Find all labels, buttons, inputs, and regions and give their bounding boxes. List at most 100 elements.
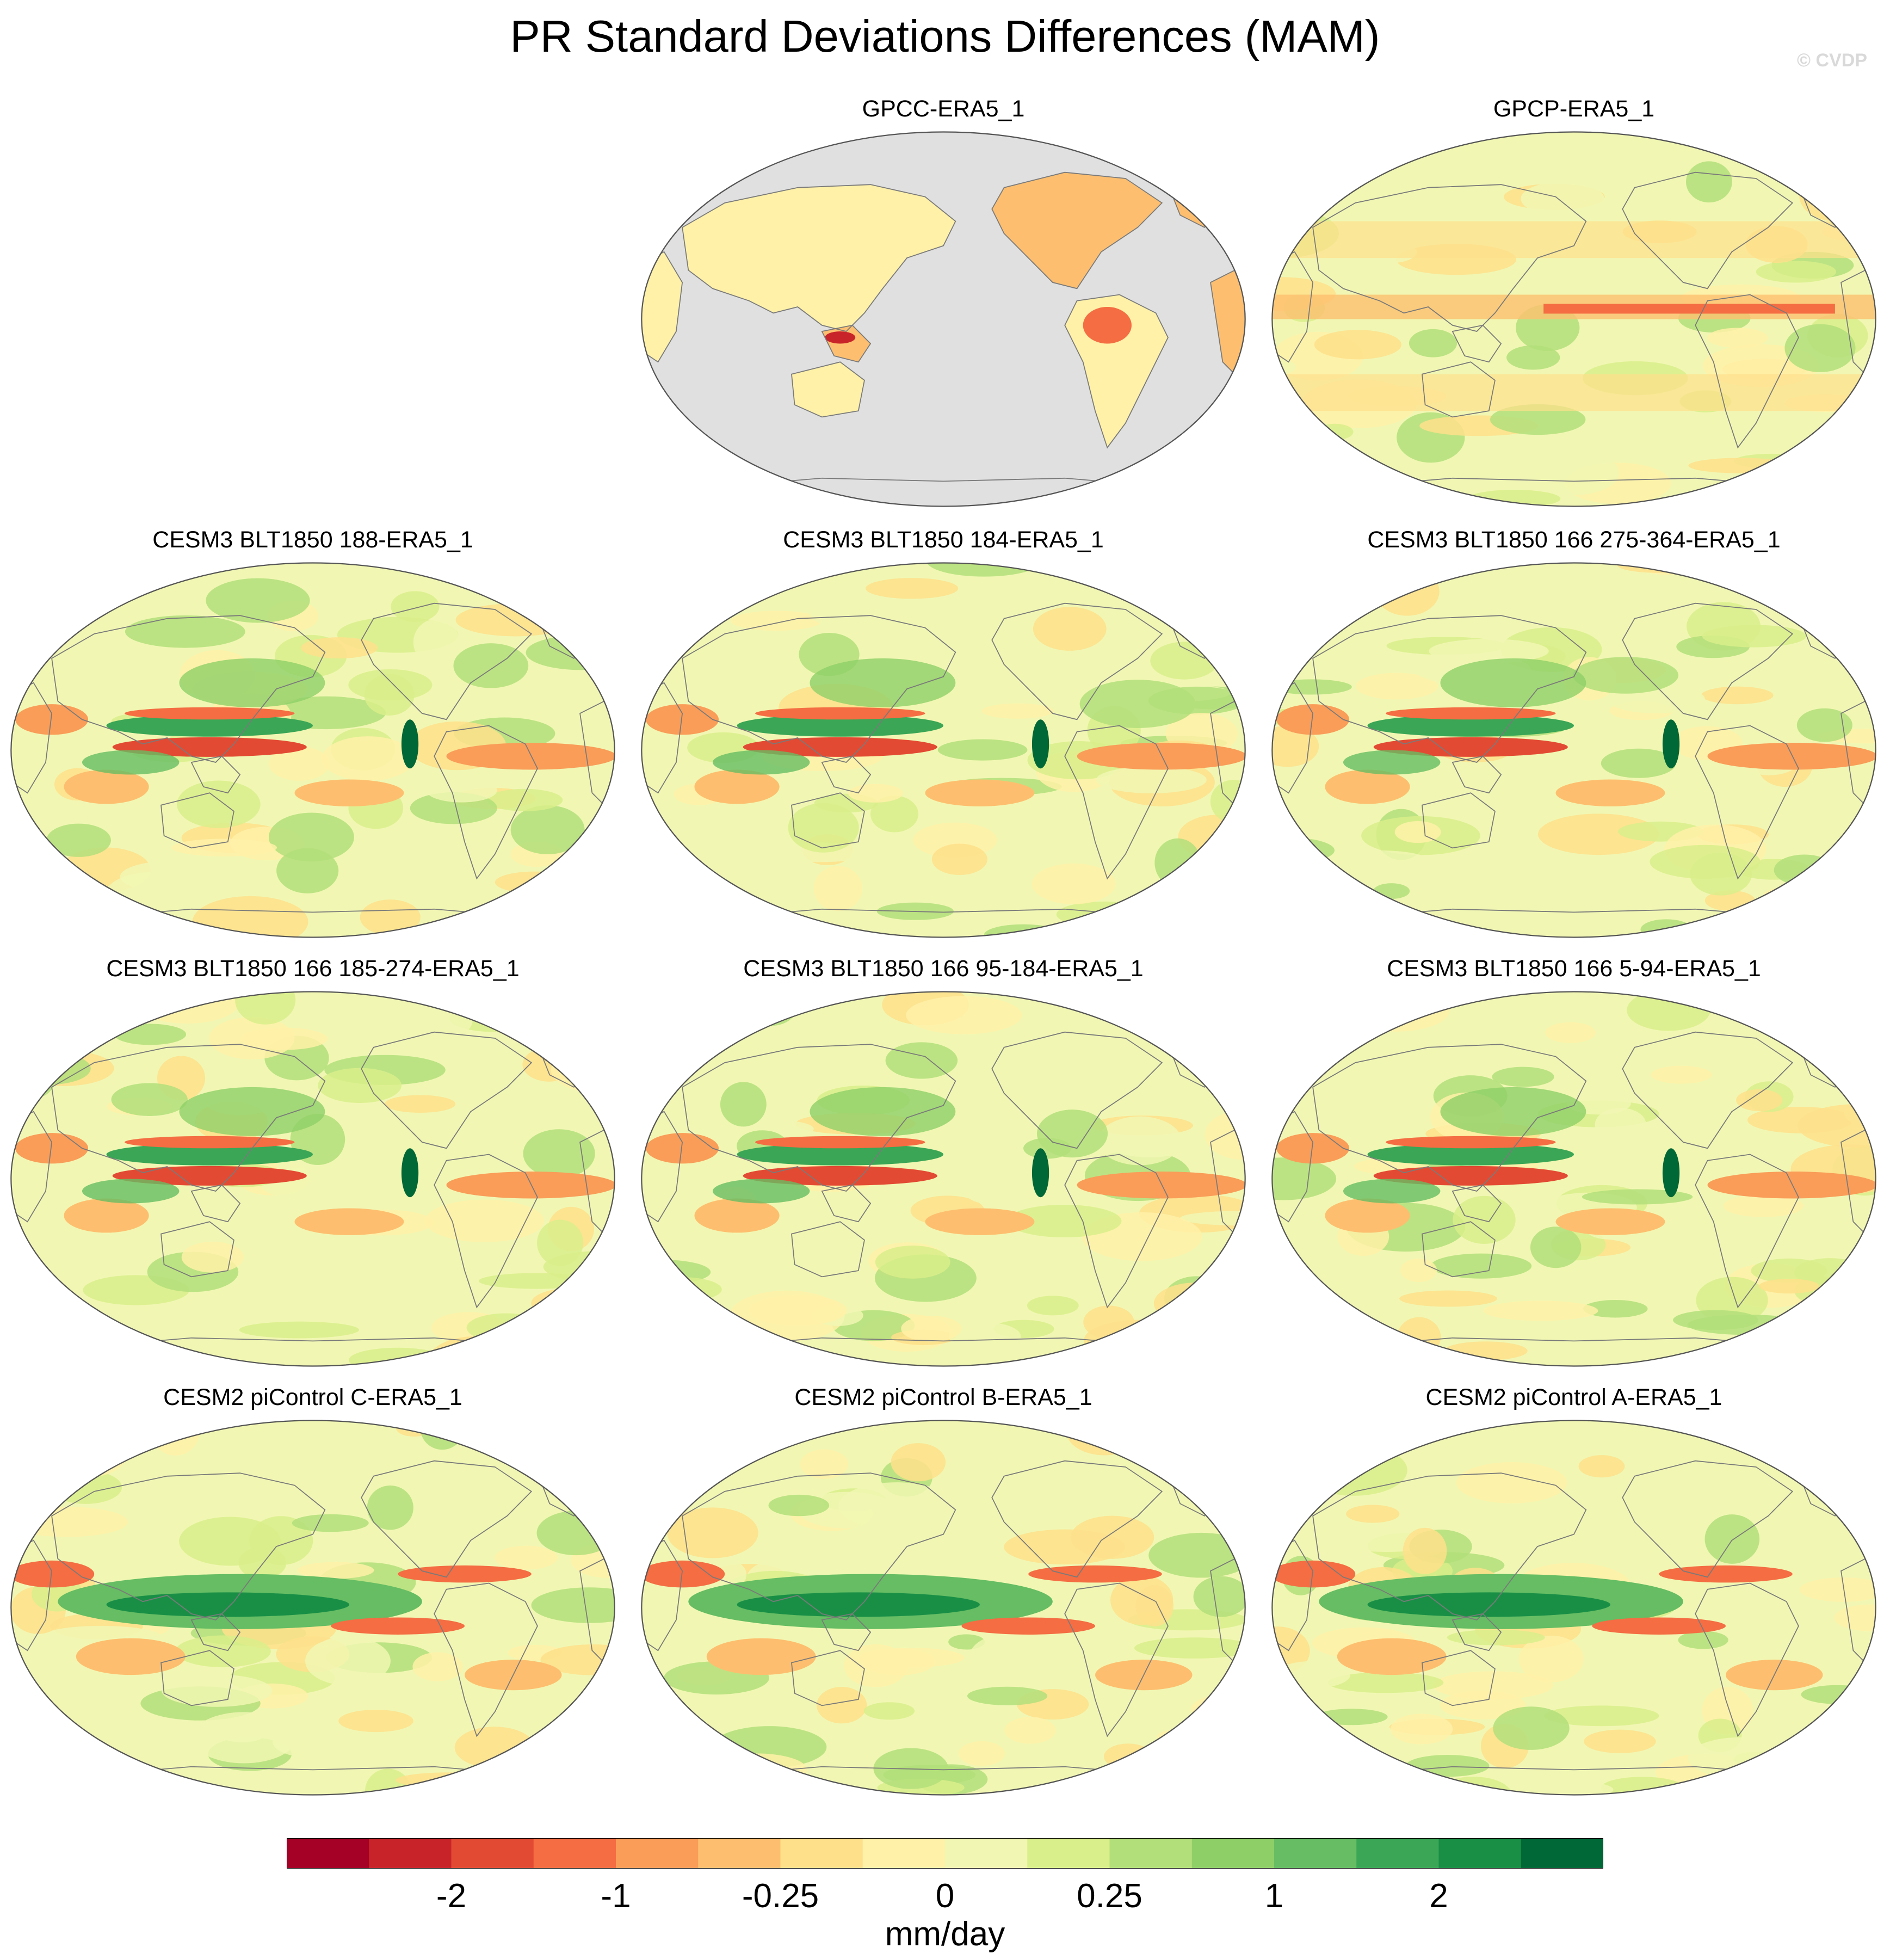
coastline (991, 171, 1163, 289)
map-border (641, 1420, 1246, 1796)
coastline (51, 1044, 326, 1192)
field-patch (981, 703, 1054, 719)
coastline (190, 1613, 241, 1651)
coastline (1452, 755, 1502, 794)
field-patch (1344, 991, 1450, 1032)
field-band (810, 658, 956, 707)
panel-title: CESM3 BLT1850 166 275-364-ERA5_1 (1367, 527, 1781, 553)
field-band (1373, 737, 1568, 757)
panel-title: CESM3 BLT1850 166 185-274-ERA5_1 (106, 956, 520, 982)
field-patch (805, 1534, 866, 1560)
field-patch (1179, 1306, 1216, 1334)
field-patch (1490, 404, 1586, 435)
field-patch (1756, 261, 1836, 283)
field-patch (177, 780, 261, 828)
coastline (1272, 1111, 1314, 1223)
field-band (398, 1565, 532, 1583)
field-patch (775, 1199, 841, 1221)
field-band (82, 750, 180, 775)
coastline (51, 1472, 326, 1620)
field-patch (1796, 708, 1852, 742)
coastline (682, 1044, 956, 1192)
field-patch (1056, 901, 1152, 928)
field-patch (541, 885, 615, 926)
panel-title: CESM3 BLT1850 188-ERA5_1 (152, 527, 473, 553)
field-patch (1678, 1631, 1728, 1649)
map-cesm3-166-95 (640, 989, 1247, 1369)
field-patch (1537, 813, 1659, 855)
field-patch (1492, 1067, 1554, 1087)
coastline (991, 1031, 1163, 1149)
colorbar-tick-label: -1 (601, 1877, 631, 1915)
field-patch (1403, 1527, 1447, 1574)
field-band (1440, 1087, 1586, 1136)
field-patch (11, 1308, 96, 1354)
map-border (641, 562, 1246, 938)
coastline (682, 184, 956, 332)
field-patch (901, 1315, 962, 1342)
map-cesm3-184 (640, 560, 1247, 940)
field-patch (1346, 1505, 1400, 1523)
field-band (1032, 719, 1049, 769)
field-band (1367, 714, 1574, 737)
field-patch (1398, 485, 1471, 506)
field-patch (1135, 1585, 1173, 1626)
colorbar-swatch (1356, 1838, 1439, 1869)
field-patch (1456, 1462, 1567, 1503)
field-patch (179, 1517, 281, 1566)
field-patch (338, 1710, 413, 1733)
field-band (401, 1148, 419, 1198)
field-patch (645, 1738, 747, 1770)
colorbar-swatch (1109, 1838, 1193, 1869)
coastline (1622, 1460, 1794, 1578)
field-band (112, 1166, 307, 1186)
field-band (1373, 1166, 1568, 1186)
field-patch (1528, 451, 1620, 495)
field-patch (364, 674, 415, 716)
field-band (1028, 1565, 1162, 1583)
field-patch (906, 996, 1022, 1034)
coastline (1695, 1582, 1799, 1737)
coastline (682, 1472, 956, 1620)
field-patch (531, 1587, 615, 1623)
map-border (1271, 562, 1876, 938)
field-patch (691, 1007, 743, 1043)
colorbar-swatch (1274, 1838, 1357, 1869)
field-patch (43, 1431, 127, 1478)
field-patch (1200, 563, 1237, 590)
field-band (961, 1617, 1095, 1635)
field-patch (1083, 307, 1132, 344)
colorbar-swatch (616, 1838, 699, 1869)
field-band (1659, 1565, 1793, 1583)
field-patch (1272, 1751, 1326, 1772)
field-patch (235, 991, 296, 1025)
field-band (694, 1198, 780, 1233)
field-patch (572, 991, 615, 1022)
field-patch (391, 591, 440, 622)
field-patch (1475, 991, 1581, 1007)
coastline (434, 1582, 538, 1737)
coastline (1422, 1221, 1496, 1278)
field-patch (486, 788, 563, 811)
field-patch (709, 895, 761, 938)
field-band (331, 1617, 465, 1635)
field-patch (360, 899, 421, 935)
field-patch (1707, 328, 1768, 348)
field-patch (809, 596, 895, 629)
field-patch (712, 1726, 827, 1768)
field-band (755, 707, 925, 720)
field-patch (269, 747, 330, 781)
field-patch (1375, 567, 1440, 616)
map-border (1271, 1420, 1876, 1796)
field-patch (412, 1652, 463, 1681)
field-patch (23, 1761, 106, 1795)
field-patch (104, 872, 200, 921)
coastline (1272, 251, 1314, 363)
field-patch (297, 1562, 374, 1579)
coastline (1452, 324, 1502, 363)
field-patch (1530, 1226, 1582, 1268)
coastline (1312, 1044, 1587, 1192)
field-band (1325, 769, 1410, 804)
field-band (755, 1136, 925, 1149)
field-patch (758, 842, 878, 862)
